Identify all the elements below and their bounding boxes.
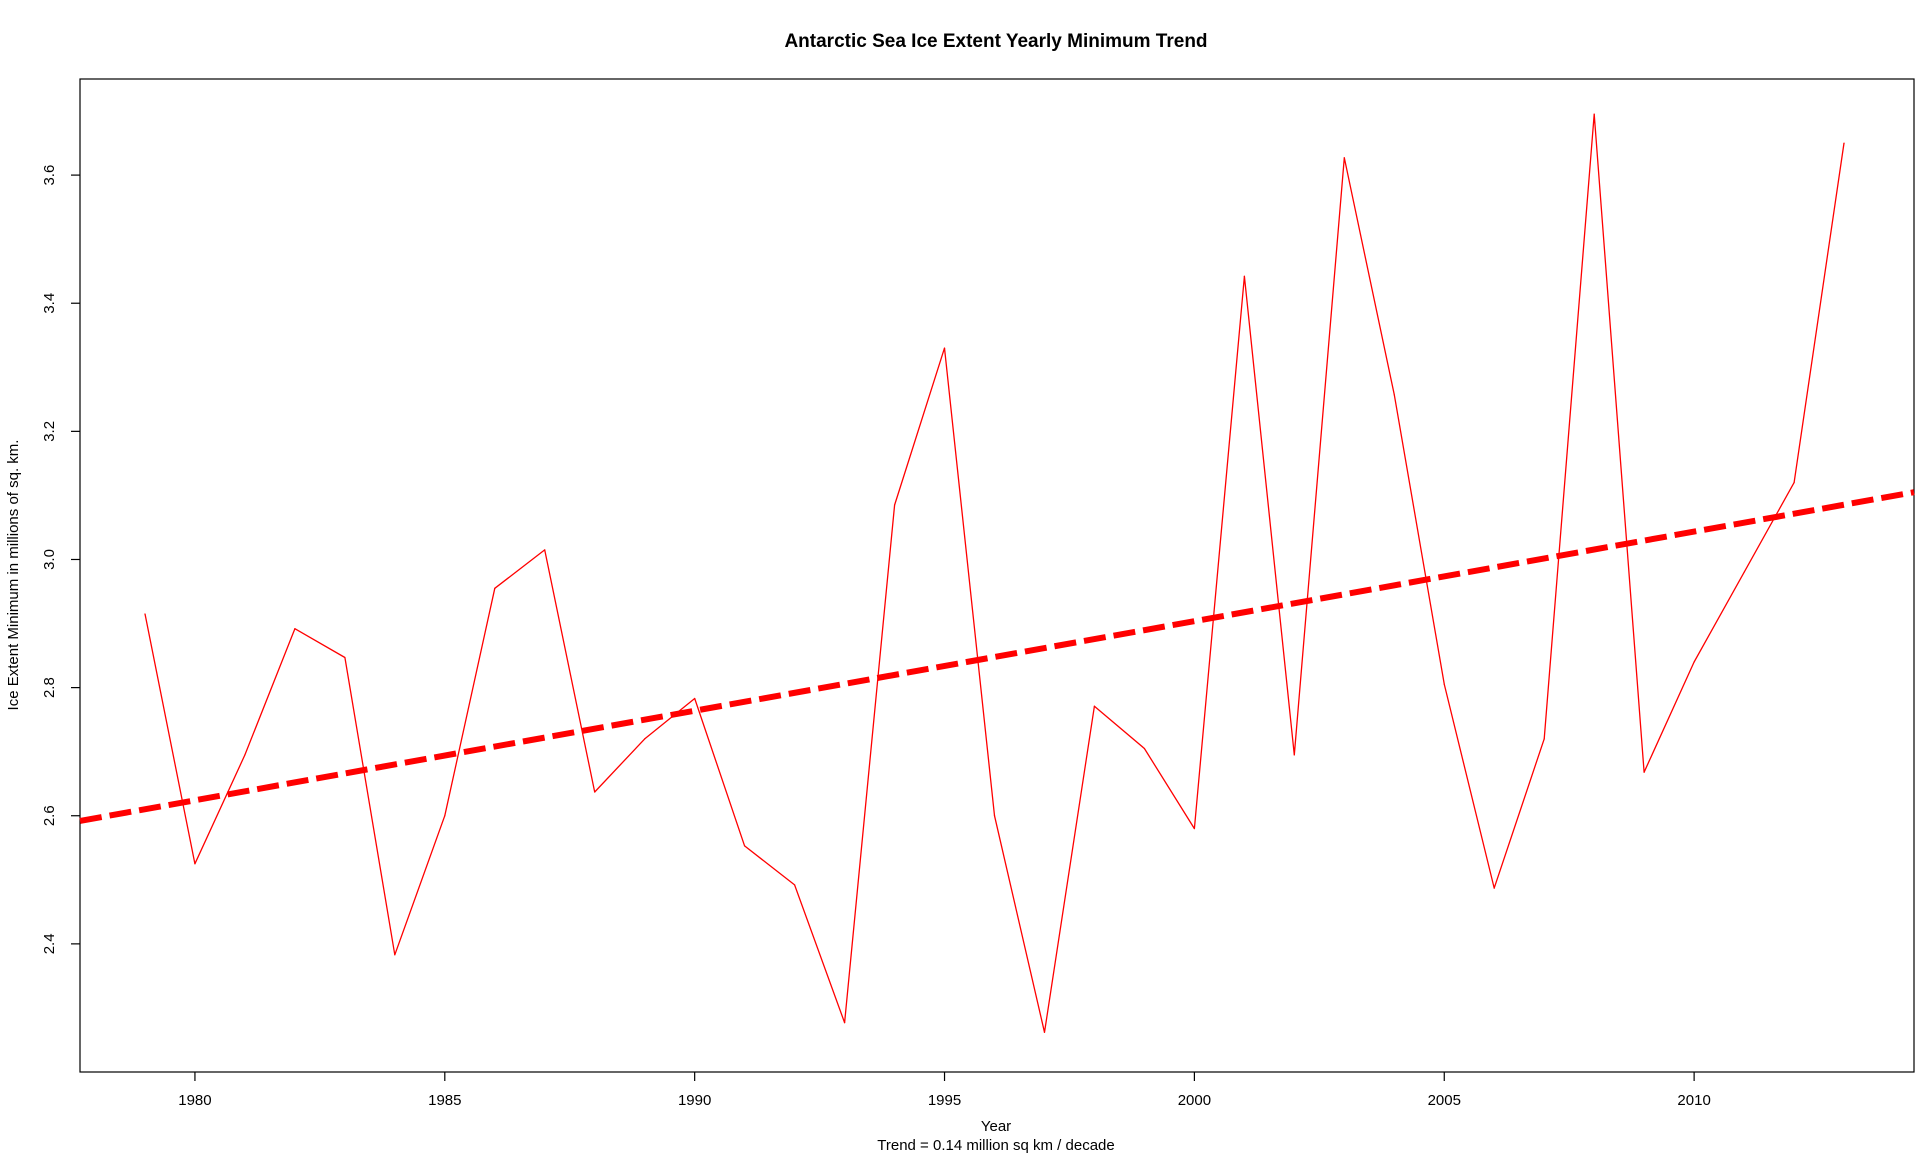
data-point-1987 <box>544 549 546 551</box>
x-axis-label: Year <box>981 1118 1011 1135</box>
data-point-1985 <box>444 815 446 817</box>
data-point-1996 <box>993 815 996 817</box>
data-point-2000 <box>1193 827 1195 830</box>
data-point-1986 <box>494 587 496 589</box>
data-point-1988 <box>594 791 596 793</box>
data-point-1983 <box>344 656 346 659</box>
data-point-2009 <box>1643 771 1645 773</box>
data-point-1982 <box>294 628 296 630</box>
y-tick-label-2.4: 2.4 <box>41 933 58 954</box>
data-point-1981 <box>244 754 246 756</box>
data-point-1992 <box>794 884 796 886</box>
trend-line <box>79 489 1915 824</box>
x-tick-label-1980: 1980 <box>178 1092 211 1109</box>
y-axis-label: Ice Extent Minimum in millions of sq. km… <box>5 440 22 711</box>
x-tick-label-1990: 1990 <box>678 1092 711 1109</box>
y-tick-label-3.4: 3.4 <box>41 293 58 314</box>
data-point-2005 <box>1443 683 1445 686</box>
data-point-2012 <box>1793 482 1795 484</box>
data-point-2001 <box>1243 275 1245 277</box>
plot-frame <box>79 78 1915 1073</box>
chart-title: Antarctic Sea Ice Extent Yearly Minimum … <box>784 31 1207 52</box>
x-tick-label-2005: 2005 <box>1428 1092 1461 1109</box>
data-point-1990 <box>694 697 696 700</box>
y-tick-label-2.8: 2.8 <box>41 677 58 698</box>
data-point-1991 <box>744 845 746 847</box>
data-point-2008 <box>1593 113 1595 115</box>
chart-subtitle: Trend = 0.14 million sq km / decade <box>877 1137 1114 1154</box>
x-tick-label-2010: 2010 <box>1677 1092 1710 1109</box>
data-point-1984 <box>394 954 396 956</box>
y-axis: 2.4 2.6 2.8 3.0 3.2 3.4 3.6 <box>41 165 80 954</box>
series-layer <box>79 113 1915 1033</box>
y-tick-label-2.6: 2.6 <box>41 805 58 826</box>
data-point-2004 <box>1393 394 1395 396</box>
data-point-1979 <box>144 613 146 615</box>
data-point-1999 <box>1143 747 1146 750</box>
data-point-2010 <box>1693 661 1695 663</box>
y-tick-label-3.2: 3.2 <box>41 421 58 442</box>
data-point-2011 <box>1743 571 1745 573</box>
y-tick-label-3.0: 3.0 <box>41 549 58 570</box>
data-point-1994 <box>893 504 896 506</box>
ice-extent-line <box>144 113 1845 1033</box>
data-point-1997 <box>1043 1031 1046 1033</box>
data-point-1998 <box>1093 705 1096 707</box>
x-tick-label-2000: 2000 <box>1178 1092 1211 1109</box>
data-point-1993 <box>843 1022 846 1024</box>
data-point-1995 <box>943 347 946 349</box>
x-tick-label-1995: 1995 <box>928 1092 961 1109</box>
data-point-1989 <box>644 738 646 740</box>
x-axis: 1980 1985 1990 1995 2000 2005 2010 <box>178 1072 1711 1109</box>
y-tick-label-3.6: 3.6 <box>41 165 58 186</box>
data-point-2013 <box>1843 142 1845 144</box>
x-tick-label-1985: 1985 <box>428 1092 461 1109</box>
data-point-2007 <box>1543 738 1545 740</box>
data-point-2003 <box>1343 157 1345 159</box>
data-point-2006 <box>1493 887 1495 889</box>
data-point-2002 <box>1293 754 1295 756</box>
data-point-1980 <box>194 863 196 865</box>
